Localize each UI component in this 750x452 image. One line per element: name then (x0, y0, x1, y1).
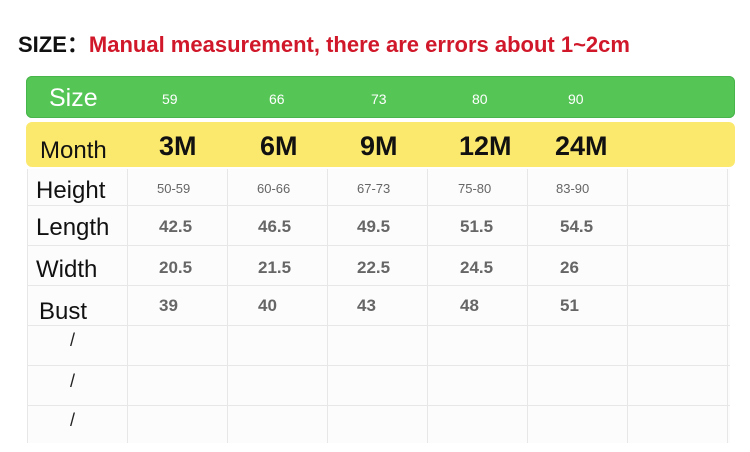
table-cell: 49.5 (357, 217, 391, 236)
table-cell: 54.5 (560, 217, 594, 236)
table-cell: 51 (560, 296, 579, 315)
size-cell: 59 (162, 91, 178, 107)
size-cell: 90 (568, 91, 584, 107)
table-cell: 75-80 (458, 181, 492, 196)
table-cell: 51.5 (460, 217, 494, 236)
row-label-length: Length (36, 214, 110, 241)
month-cell: 9M (360, 131, 398, 161)
row-label-bust: Bust (39, 298, 88, 325)
month-row-label: Month (40, 137, 107, 164)
table-cell: 24.5 (460, 258, 494, 277)
table-cell: 39 (159, 296, 178, 315)
month-cell: 6M (260, 131, 298, 161)
table-cell: 83-90 (556, 181, 590, 196)
table-cell: 43 (357, 296, 376, 315)
table-cell: 42.5 (159, 217, 193, 236)
table-cell: 60-66 (257, 181, 291, 196)
table-cell: 20.5 (159, 258, 193, 277)
table-cell: 26 (560, 258, 579, 277)
size-row-label: Size (49, 84, 98, 112)
title-label: SIZE： (18, 32, 89, 57)
month-cell: 3M (159, 131, 197, 161)
size-cell: 73 (371, 91, 387, 107)
table-cell: 21.5 (258, 258, 292, 277)
month-row-band: Month 3M 6M 9M 12M 24M (26, 122, 735, 167)
table-cell: 67-73 (357, 181, 391, 196)
empty-row-marker: / (70, 371, 76, 391)
empty-row-marker: / (70, 410, 76, 430)
table-cell: 48 (460, 296, 479, 315)
empty-row-marker: / (70, 330, 76, 350)
measurement-note: Manual measurement, there are errors abo… (88, 32, 630, 57)
table-cell: 22.5 (357, 258, 391, 277)
table-cell: 50-59 (157, 181, 191, 196)
row-label-height: Height (36, 177, 106, 204)
table-cell: 46.5 (258, 217, 292, 236)
size-cell: 66 (269, 91, 285, 107)
size-row-band: Size 59 66 73 80 90 (26, 76, 735, 118)
page-title: SIZE： Manual measurement, there are erro… (18, 28, 630, 62)
table-column-lines (127, 169, 647, 443)
month-cell: 12M (459, 131, 512, 161)
table-cell: 40 (258, 296, 277, 315)
row-label-width: Width (36, 256, 98, 283)
table-grid (27, 169, 730, 443)
month-cell: 24M (555, 131, 608, 161)
size-cell: 80 (472, 91, 488, 107)
